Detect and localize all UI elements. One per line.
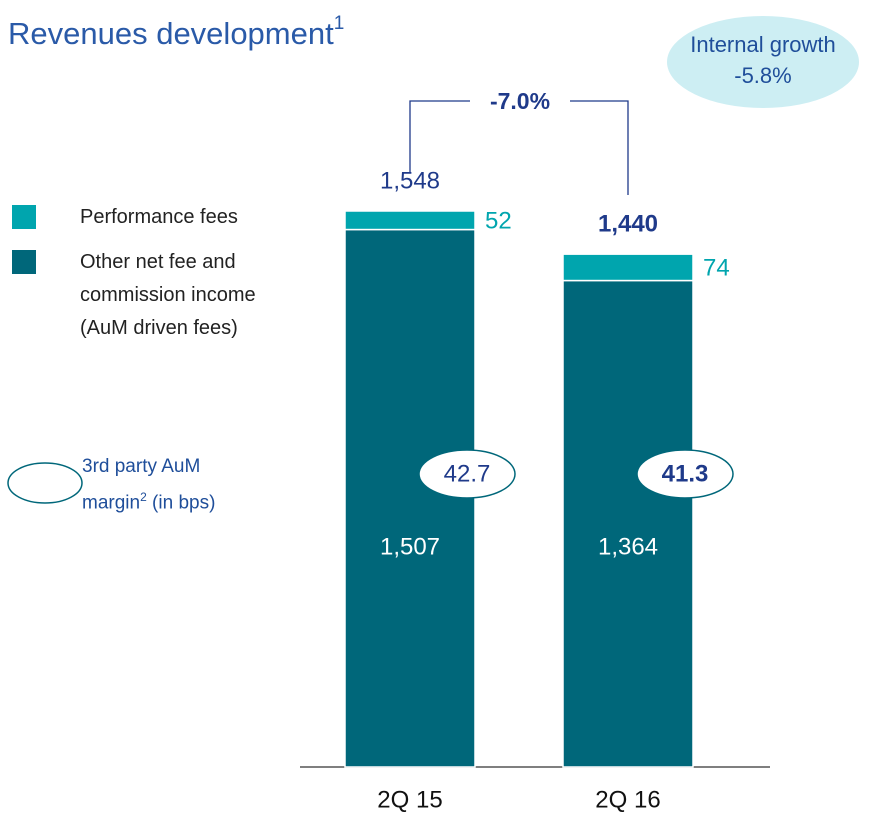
total-label: 1,440 bbox=[598, 210, 658, 237]
legend-swatch bbox=[12, 205, 36, 229]
margin-legend-text: 3rd party AuM margin2 (in bps) bbox=[82, 452, 260, 518]
chart-title: Revenues development1 bbox=[8, 13, 344, 51]
change-label: -7.0% bbox=[490, 88, 550, 114]
total-label: 1,548 bbox=[380, 167, 440, 194]
growth-value: -5.8% bbox=[734, 63, 791, 88]
value-label: 1,507 bbox=[380, 533, 440, 560]
bar-segment bbox=[562, 279, 694, 768]
x-tick-label: 2Q 16 bbox=[595, 786, 660, 813]
bar-segment bbox=[344, 210, 476, 231]
x-tick-label: 2Q 15 bbox=[377, 786, 442, 813]
margin-legend-icon bbox=[7, 462, 83, 504]
margin-bubble bbox=[636, 449, 734, 499]
margin-label: 42.7 bbox=[444, 460, 491, 487]
value-label: 74 bbox=[703, 255, 730, 282]
margin-legend-unit: (in bps) bbox=[152, 492, 216, 514]
value-label: 52 bbox=[485, 208, 512, 235]
title-footnote: 1 bbox=[334, 13, 345, 34]
bar-segment bbox=[344, 228, 476, 768]
value-label: 1,364 bbox=[598, 533, 658, 560]
legend-swatch bbox=[12, 250, 36, 274]
bar-segment bbox=[562, 253, 694, 282]
margin-label: 41.3 bbox=[662, 460, 709, 487]
title-text: Revenues development bbox=[8, 16, 334, 51]
legend-label: Performance fees bbox=[80, 206, 238, 228]
margin-legend-label: 3rd party AuM margin bbox=[82, 456, 201, 514]
growth-label: Internal growth bbox=[690, 32, 836, 57]
bracket-gap bbox=[470, 88, 570, 116]
growth-bubble bbox=[667, 16, 859, 108]
margin-bubble bbox=[418, 449, 516, 499]
margin-legend-footnote: 2 bbox=[140, 490, 147, 504]
legend-label: Other net fee and commission income (AuM… bbox=[80, 251, 256, 339]
